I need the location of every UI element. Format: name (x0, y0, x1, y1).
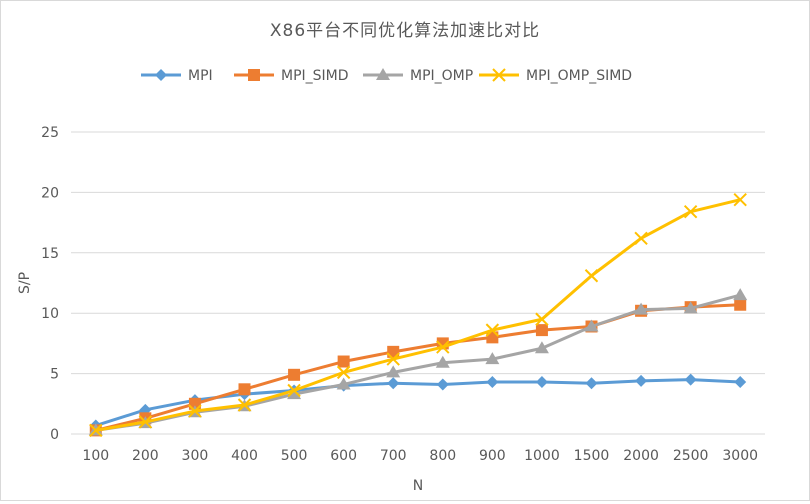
x-tick-label: 1500 (574, 448, 610, 464)
x-tick-label: 3000 (722, 448, 758, 464)
y-tick-label: 0 (50, 427, 59, 443)
data-point (535, 312, 549, 326)
data-point (535, 376, 548, 389)
data-point (485, 352, 500, 365)
x-tick-label: 300 (182, 448, 209, 464)
series-line (95, 198, 741, 432)
x-tick-label: 2000 (623, 448, 659, 464)
legend-label: MPI_OMP (410, 68, 473, 84)
data-point (534, 341, 549, 354)
data-point (387, 377, 400, 390)
legend-label: MPI (188, 68, 213, 84)
x-tick-label: 900 (479, 448, 506, 464)
x-tick-label: 600 (330, 448, 357, 464)
series-line (95, 378, 741, 427)
x-axis-ticks: 100 200 300 400 500 600 700 800 900 1000 1500 2000 2… (82, 448, 758, 464)
x-tick-label: 500 (281, 448, 308, 464)
legend-entry: MPI (141, 68, 213, 84)
series-group (88, 192, 748, 438)
chart-title: X86平台不同优化算法加速比对比 (270, 21, 540, 41)
y-tick-label: 5 (50, 367, 59, 383)
data-point (585, 377, 598, 390)
data-point (733, 288, 748, 301)
y-tick-label: 10 (41, 306, 59, 322)
data-point (485, 323, 500, 337)
y-tick-label: 25 (41, 125, 59, 141)
data-point (237, 398, 252, 412)
data-point (634, 231, 648, 246)
series-mpi-omp-simd (89, 192, 747, 438)
x-tick-label: 200 (132, 448, 159, 464)
data-point (635, 374, 648, 387)
x-tick-label: 800 (429, 448, 456, 464)
x-tick-label: 2500 (673, 448, 709, 464)
legend-label: MPI_OMP_SIMD (526, 68, 632, 84)
gridlines (71, 131, 765, 375)
data-point (684, 373, 697, 386)
data-point (486, 376, 499, 389)
legend-marker (376, 68, 390, 80)
data-point (336, 377, 351, 390)
legend-marker (248, 69, 260, 81)
data-point (535, 324, 548, 337)
legend-entry: MPI_OMP (363, 68, 473, 84)
data-point (734, 298, 747, 311)
data-point (386, 365, 401, 378)
data-point (683, 205, 698, 219)
data-point (634, 302, 649, 315)
y-axis-ticks: 0 5 10 15 20 25 (41, 125, 59, 443)
data-point (336, 365, 351, 380)
data-point (584, 319, 599, 332)
data-point (435, 355, 450, 368)
data-point (288, 368, 301, 381)
data-point (337, 355, 350, 368)
x-tick-label: 400 (231, 448, 258, 464)
legend-entry: MPI_OMP_SIMD (479, 68, 632, 84)
x-tick-label: 700 (380, 448, 407, 464)
y-tick-label: 15 (41, 246, 59, 262)
data-point (287, 387, 302, 400)
data-point (683, 301, 698, 314)
data-point (436, 340, 450, 354)
data-point (238, 383, 251, 396)
x-tick-label: 100 (82, 448, 109, 464)
data-point (138, 415, 153, 429)
legend-entry: MPI_SIMD (234, 68, 349, 84)
data-point (436, 378, 449, 391)
data-point (733, 192, 747, 207)
data-point (89, 423, 103, 438)
data-point (584, 269, 599, 283)
legend-marker (155, 69, 167, 81)
data-point (386, 352, 400, 366)
legend: MPI MPI_SIMD MPI_OMP MPI_OMP_SIMD (141, 68, 632, 84)
data-point (287, 383, 301, 398)
y-tick-label: 20 (41, 185, 59, 201)
legend-label: MPI_SIMD (281, 68, 349, 84)
y-axis-label: S/P (17, 272, 33, 294)
legend-marker (492, 68, 506, 82)
x-tick-label: 1000 (524, 448, 560, 464)
series-mpi (89, 373, 747, 432)
x-axis-label: N (413, 478, 423, 494)
data-point (188, 404, 202, 418)
data-point (734, 376, 747, 389)
